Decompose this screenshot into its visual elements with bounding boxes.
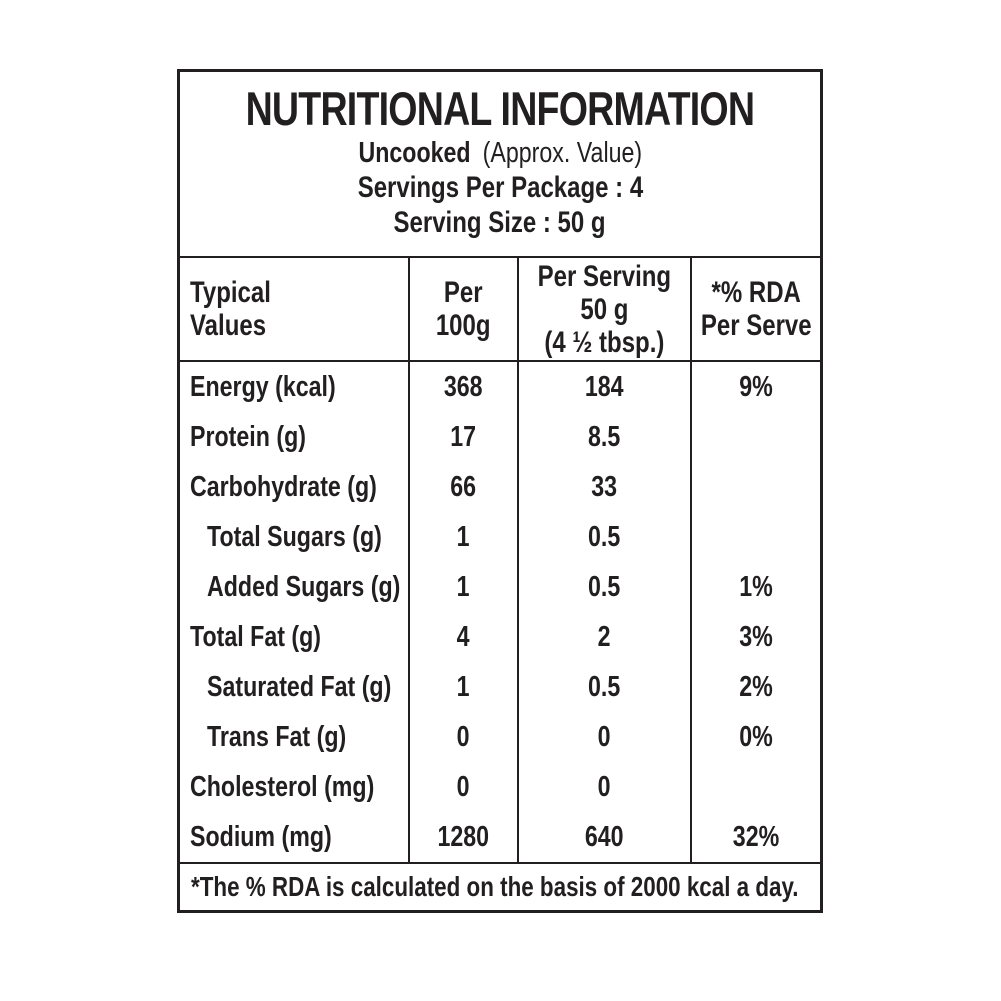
rda-value-cell: 0% (690, 712, 820, 762)
col-header-serving-line3: (4 ½ tbsp.) (544, 325, 665, 359)
col-header-typical-line2: Values (190, 309, 267, 342)
table-row-total-fat: Total Fat (g) 4 2 3% (180, 612, 820, 662)
col-header-serving-line1: Per Serving (537, 259, 672, 293)
col-header-per100-line2: 100g (436, 309, 491, 342)
rda-value-cell: 2% (690, 662, 820, 712)
subtitle-approx-value: (Approx. Value) (482, 137, 642, 169)
rda-value-cell: 32% (690, 812, 820, 862)
table-row-protein: Protein (g) 17 8.5 (180, 412, 820, 462)
col-header-rda-line1: *% RDA (711, 276, 801, 309)
rda-value-cell: 9% (690, 362, 820, 412)
column-header-row: Typical Values Per 100g Per Serving 50 g… (180, 258, 820, 362)
label-header: NUTRITIONAL INFORMATION Uncooked (Approx… (180, 72, 820, 258)
per-100g-value-cell: 0 (408, 712, 517, 762)
per-100g-value-cell: 4 (408, 612, 517, 662)
col-header-rda-line2: Per Serve (700, 309, 812, 342)
nutrient-name-cell: Saturated Fat (g) (207, 670, 392, 703)
nutrient-name-cell: Cholesterol (mg) (190, 770, 375, 803)
per-100g-value-cell: 1 (408, 662, 517, 712)
nutrient-name-cell: Protein (g) (190, 420, 306, 453)
nutrient-name-cell: Added Sugars (g) (207, 570, 401, 603)
label-title: NUTRITIONAL INFORMATION (245, 82, 755, 135)
col-header-per-100g: Per 100g (408, 258, 517, 360)
rda-footnote-text: *The % RDA is calculated on the basis of… (191, 871, 799, 902)
nutrient-name-cell: Energy (kcal) (190, 370, 336, 403)
table-row-energy: Energy (kcal) 368 184 9% (180, 362, 820, 412)
table-row-sodium: Sodium (mg) 1280 640 32% (180, 812, 820, 862)
rda-value-cell (690, 762, 820, 812)
table-row-carbohydrate: Carbohydrate (g) 66 33 (180, 462, 820, 512)
per-100g-value-cell: 368 (408, 362, 517, 412)
per-serving-value-cell: 0.5 (517, 562, 690, 612)
per-100g-value-cell: 1280 (408, 812, 517, 862)
per-serving-value-cell: 8.5 (517, 412, 690, 462)
col-header-per-serving: Per Serving 50 g (4 ½ tbsp.) (517, 258, 690, 360)
per-100g-value-cell: 17 (408, 412, 517, 462)
nutrient-name-cell: Trans Fat (g) (207, 720, 347, 753)
per-serving-value-cell: 0 (517, 712, 690, 762)
nutrient-name-cell: Sodium (mg) (190, 820, 332, 853)
rda-value-cell (690, 512, 820, 562)
nutrient-name-cell: Total Sugars (g) (207, 520, 382, 553)
nutrient-name-cell: Total Fat (g) (190, 620, 322, 653)
col-header-rda: *% RDA Per Serve (690, 258, 820, 360)
per-100g-value-cell: 1 (408, 562, 517, 612)
nutrition-label: NUTRITIONAL INFORMATION Uncooked (Approx… (177, 69, 823, 913)
rda-value-cell (690, 412, 820, 462)
rda-footnote: *The % RDA is calculated on the basis of… (180, 862, 820, 910)
col-header-typical-line1: Typical (190, 276, 271, 309)
table-row-total-sugars: Total Sugars (g) 1 0.5 (180, 512, 820, 562)
nutrient-name-cell: Carbohydrate (g) (190, 470, 377, 503)
table-row-trans-fat: Trans Fat (g) 0 0 0% (180, 712, 820, 762)
per-100g-value-cell: 1 (408, 512, 517, 562)
rda-value-cell: 1% (690, 562, 820, 612)
per-serving-value-cell: 640 (517, 812, 690, 862)
servings-per-package-line: Servings Per Package : 4 (357, 171, 643, 204)
per-serving-value-cell: 0.5 (517, 512, 690, 562)
serving-size-line: Serving Size : 50 g (393, 206, 607, 239)
label-subtitle: Uncooked (Approx. Value) (358, 136, 642, 170)
per-100g-value-cell: 0 (408, 762, 517, 812)
table-row-added-sugars: Added Sugars (g) 1 0.5 1% (180, 562, 820, 612)
rda-value-cell (690, 462, 820, 512)
per-serving-value-cell: 33 (517, 462, 690, 512)
per-serving-value-cell: 0.5 (517, 662, 690, 712)
subtitle-uncooked: Uncooked (358, 137, 471, 169)
table-row-saturated-fat: Saturated Fat (g) 1 0.5 2% (180, 662, 820, 712)
per-serving-value-cell: 2 (517, 612, 690, 662)
per-serving-value-cell: 0 (517, 762, 690, 812)
rda-value-cell: 3% (690, 612, 820, 662)
per-100g-value-cell: 66 (408, 462, 517, 512)
table-row-cholesterol: Cholesterol (mg) 0 0 (180, 762, 820, 812)
per-serving-value-cell: 184 (517, 362, 690, 412)
col-header-per100-line1: Per (444, 276, 483, 309)
col-header-typical-values: Typical Values (180, 258, 408, 360)
col-header-serving-line2: 50 g (580, 292, 629, 326)
